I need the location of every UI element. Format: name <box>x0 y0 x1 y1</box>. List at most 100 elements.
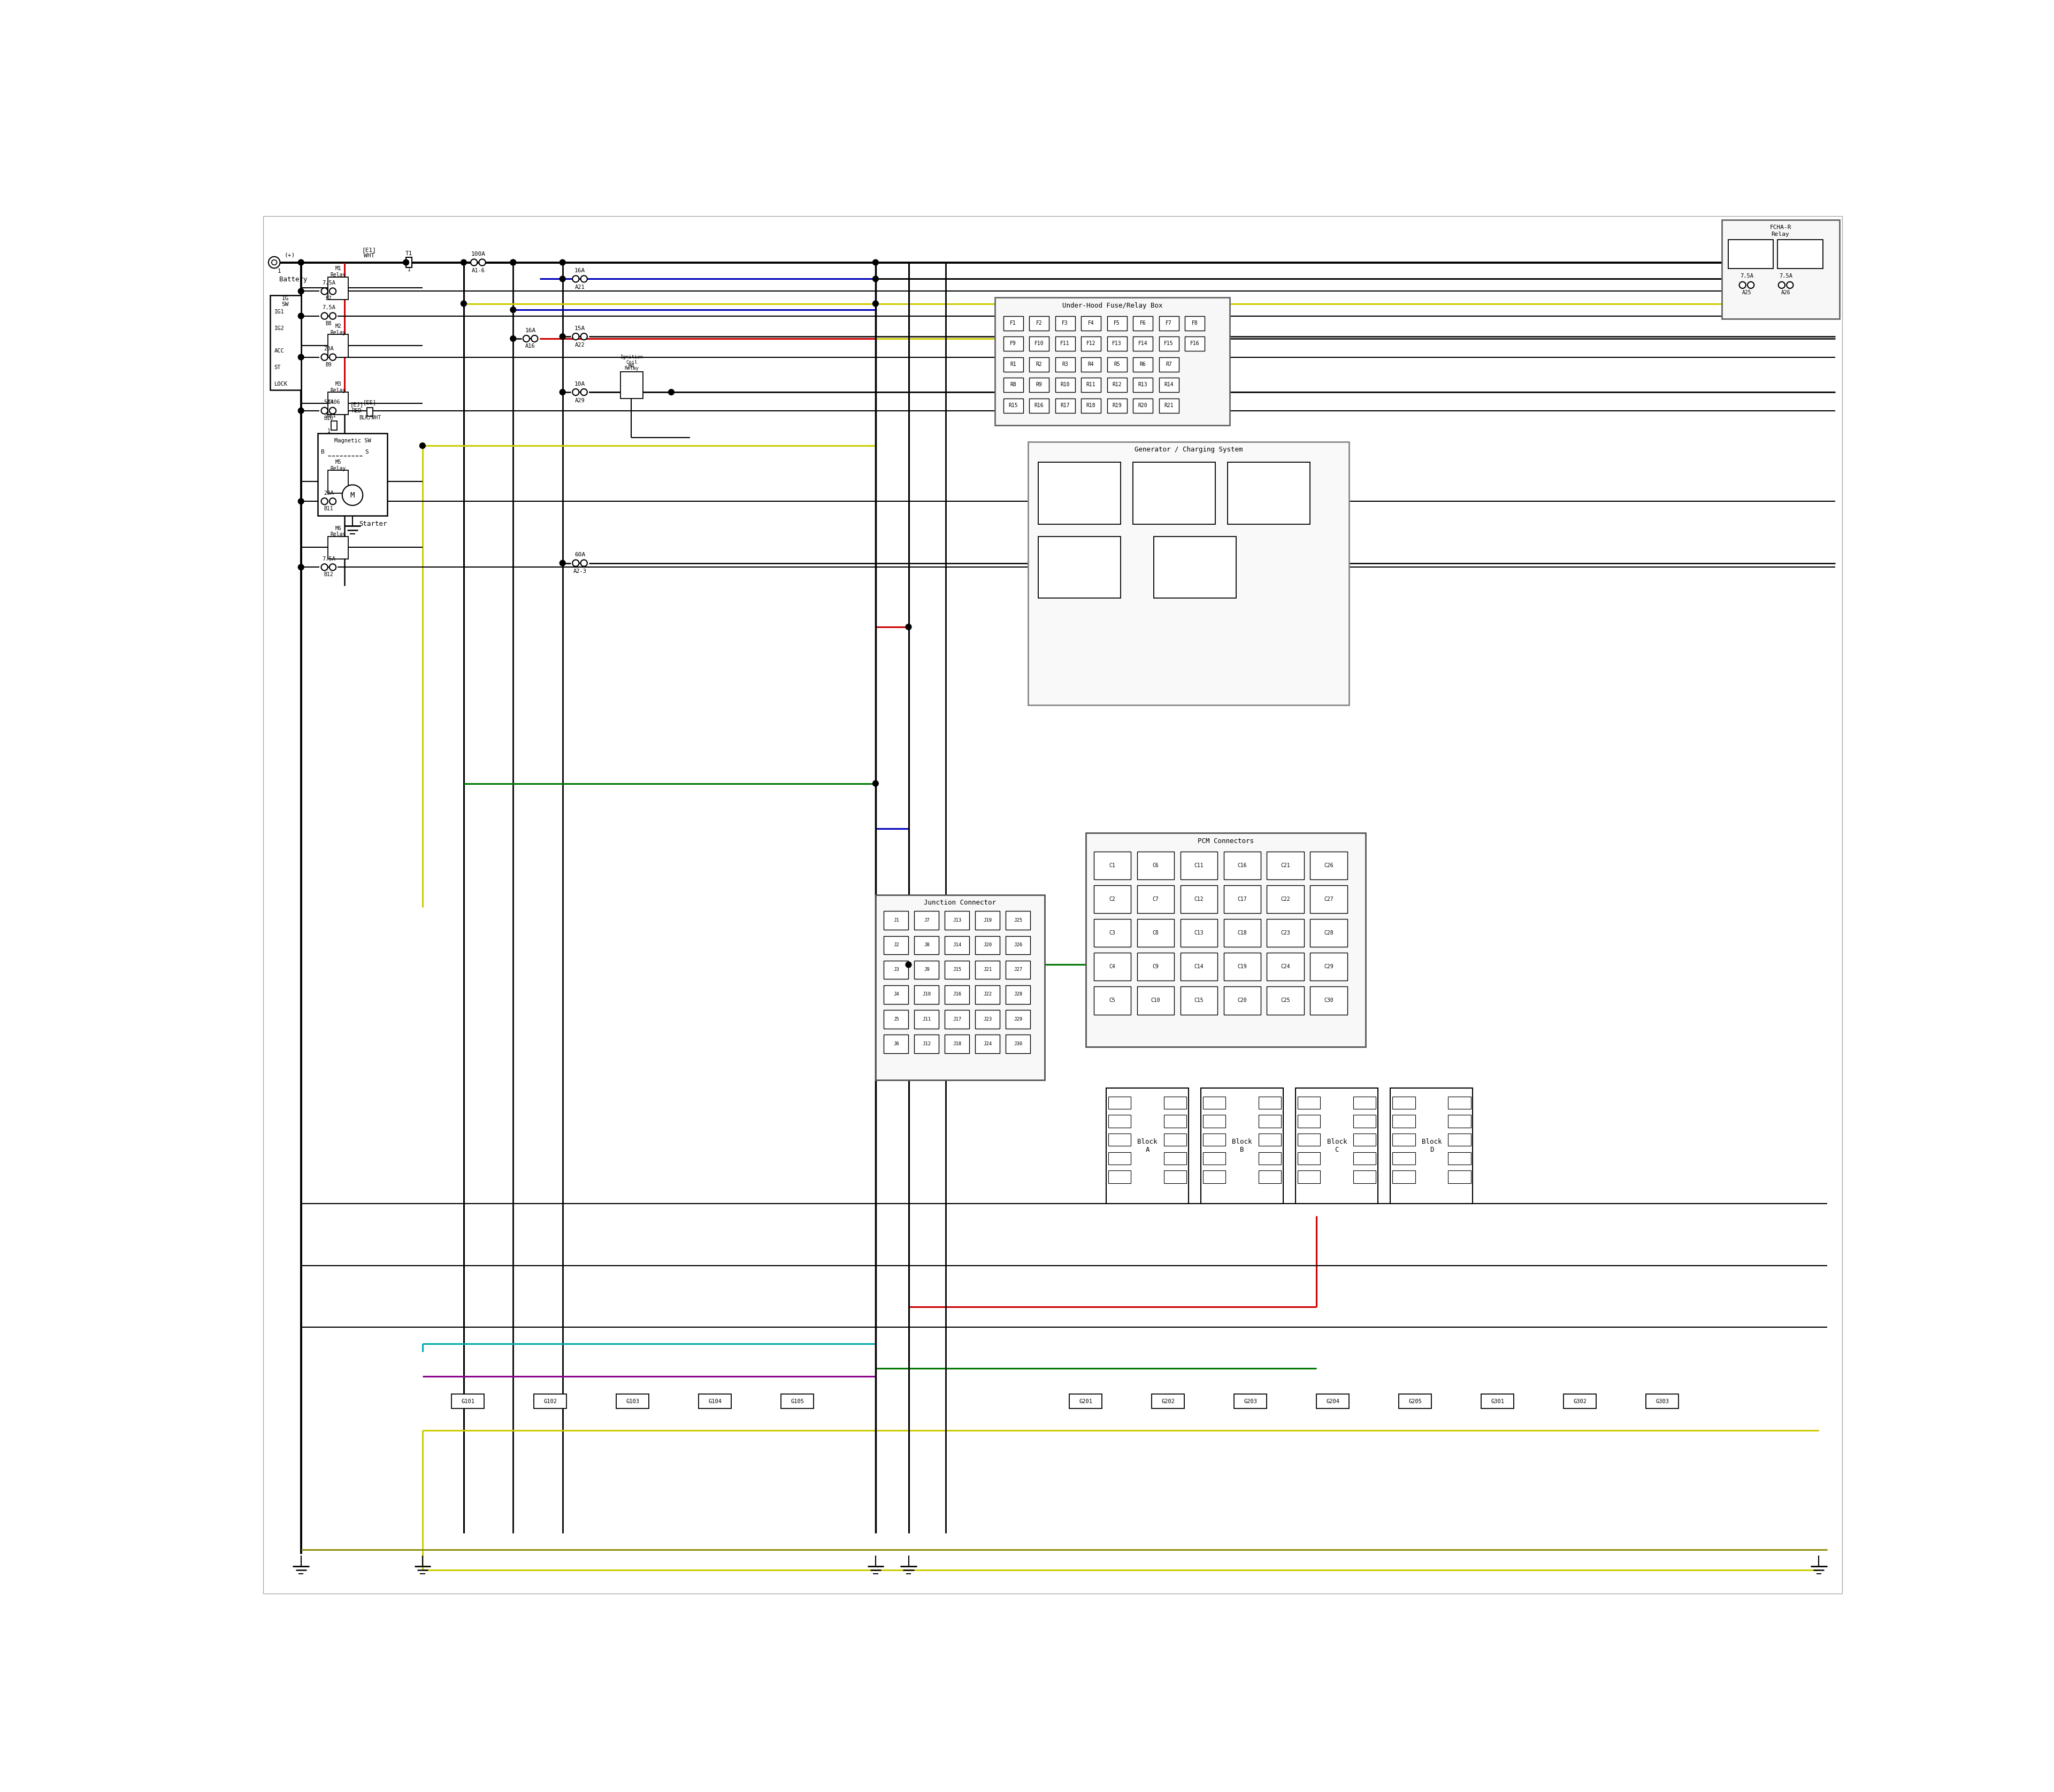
Bar <box>914 961 939 978</box>
Bar <box>914 910 939 930</box>
Bar <box>1006 1034 1031 1054</box>
Bar <box>1165 1097 1187 1109</box>
Bar <box>1298 1134 1321 1145</box>
Bar <box>1317 1394 1349 1409</box>
Text: F3: F3 <box>1062 321 1068 326</box>
Text: C20: C20 <box>1237 998 1247 1004</box>
Bar <box>883 910 908 930</box>
Bar <box>945 961 969 978</box>
Text: M3
Relay: M3 Relay <box>331 382 345 392</box>
Circle shape <box>509 260 516 265</box>
Bar <box>1448 1134 1471 1145</box>
Circle shape <box>509 306 516 312</box>
Bar <box>329 276 349 299</box>
Bar <box>271 296 302 391</box>
Text: C9: C9 <box>1152 964 1158 969</box>
Bar <box>1259 1134 1282 1145</box>
Text: C19: C19 <box>1237 964 1247 969</box>
Text: B7: B7 <box>325 296 333 301</box>
Text: R4: R4 <box>1089 362 1095 367</box>
Circle shape <box>271 260 277 265</box>
Text: F9: F9 <box>1011 340 1017 346</box>
Text: C13: C13 <box>1193 930 1204 935</box>
Text: Relay: Relay <box>1771 231 1789 237</box>
Text: 1: 1 <box>333 412 335 418</box>
Bar <box>1134 315 1152 330</box>
Text: IG
SW: IG SW <box>281 296 290 306</box>
Bar <box>1056 337 1074 351</box>
Circle shape <box>320 353 329 360</box>
Bar <box>1181 953 1218 980</box>
Circle shape <box>329 312 337 319</box>
Bar <box>329 471 349 493</box>
Text: G301: G301 <box>1491 1398 1504 1403</box>
Circle shape <box>343 486 364 505</box>
Text: A21: A21 <box>575 285 585 290</box>
Bar <box>1165 1152 1187 1165</box>
Text: Block
D: Block D <box>1421 1138 1442 1154</box>
Bar <box>329 392 349 414</box>
Bar <box>1080 357 1101 371</box>
Bar <box>1259 1097 1282 1109</box>
Bar <box>976 935 1000 955</box>
Text: 60A: 60A <box>575 552 585 557</box>
Bar <box>1107 357 1128 371</box>
Bar <box>1037 462 1121 523</box>
Text: J24: J24 <box>984 1041 992 1047</box>
Circle shape <box>479 260 485 265</box>
Bar <box>1267 885 1304 914</box>
Text: A2-3: A2-3 <box>573 568 587 573</box>
Text: C14: C14 <box>1193 964 1204 969</box>
Text: 50A: 50A <box>325 400 333 405</box>
Text: 7.5A: 7.5A <box>322 556 335 561</box>
Text: J6: J6 <box>893 1041 900 1047</box>
Bar <box>1070 1394 1103 1409</box>
Text: F10: F10 <box>1035 340 1043 346</box>
Text: 20A: 20A <box>325 491 333 496</box>
Bar <box>1354 1134 1376 1145</box>
Bar <box>1107 1088 1189 1204</box>
Bar <box>1224 953 1261 980</box>
Text: G203: G203 <box>1243 1398 1257 1403</box>
Bar <box>1448 1152 1471 1165</box>
Circle shape <box>559 561 565 566</box>
Bar <box>1224 885 1261 914</box>
Bar <box>1310 987 1347 1014</box>
Circle shape <box>1779 281 1785 289</box>
Bar <box>1204 1134 1226 1145</box>
Bar <box>1185 337 1204 351</box>
Text: R15: R15 <box>1009 403 1019 409</box>
Bar <box>945 1034 969 1054</box>
Text: J1: J1 <box>893 918 900 923</box>
Text: C26: C26 <box>1325 862 1333 867</box>
Text: S: S <box>366 450 370 455</box>
Bar <box>1727 240 1773 269</box>
Text: J3: J3 <box>893 968 900 971</box>
Text: F7: F7 <box>1167 321 1173 326</box>
Circle shape <box>460 301 466 306</box>
Bar <box>883 961 908 978</box>
Bar <box>1107 337 1128 351</box>
Circle shape <box>460 260 466 265</box>
Circle shape <box>1787 281 1793 289</box>
Bar <box>1029 378 1050 392</box>
Bar <box>1109 1097 1132 1109</box>
Bar <box>976 910 1000 930</box>
Circle shape <box>559 333 565 339</box>
Bar <box>781 1394 813 1409</box>
Bar <box>1267 953 1304 980</box>
Text: C23: C23 <box>1280 930 1290 935</box>
Circle shape <box>470 260 477 265</box>
Text: LOCK: LOCK <box>275 382 288 387</box>
Bar <box>1109 1115 1132 1127</box>
Bar <box>1158 315 1179 330</box>
Text: 7.5A: 7.5A <box>1779 274 1793 280</box>
Text: C25: C25 <box>1280 998 1290 1004</box>
Bar <box>1138 953 1175 980</box>
Text: PCM Connectors: PCM Connectors <box>1197 837 1253 844</box>
Text: Block
C: Block C <box>1327 1138 1347 1154</box>
Circle shape <box>298 314 304 319</box>
Bar <box>1259 1152 1282 1165</box>
Text: G105: G105 <box>791 1398 803 1403</box>
Bar <box>945 986 969 1004</box>
